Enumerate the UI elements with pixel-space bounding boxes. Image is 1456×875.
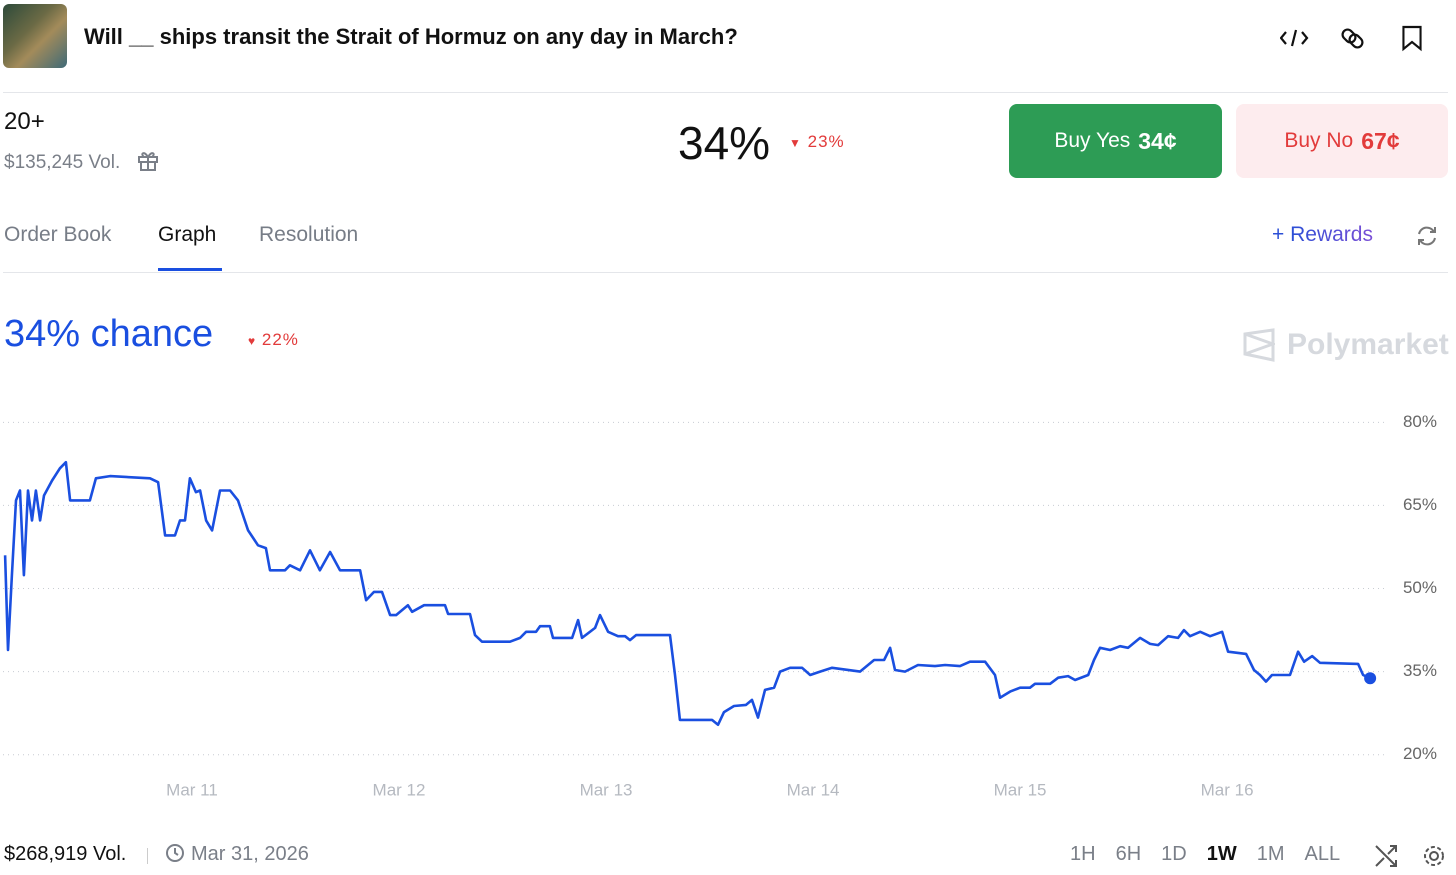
- end-point: [1364, 672, 1377, 685]
- rewards-button[interactable]: + Rewards: [1272, 223, 1373, 246]
- chart-change: ♥ 22%: [248, 330, 299, 349]
- y-tick-label: 20%: [1403, 744, 1437, 763]
- compare-icon[interactable]: [1375, 845, 1397, 867]
- link-icon[interactable]: [1341, 28, 1365, 50]
- refresh-icon[interactable]: [1415, 224, 1439, 248]
- separator: [147, 848, 148, 864]
- end-date-text: Mar 31, 2026: [191, 843, 309, 865]
- button-label: Buy No: [1284, 129, 1354, 152]
- market-volume: $135,245 Vol.: [4, 148, 160, 174]
- x-tick-label: Mar 13: [580, 780, 633, 799]
- range-button[interactable]: 1D: [1161, 843, 1187, 865]
- y-tick-label: 65%: [1403, 495, 1437, 514]
- x-tick-label: Mar 15: [994, 780, 1047, 799]
- market-title: Will __ ships transit the Strait of Horm…: [84, 24, 738, 49]
- change-text: 23%: [807, 132, 845, 151]
- range-button[interactable]: 1H: [1070, 843, 1096, 865]
- change-text: 22%: [261, 330, 299, 349]
- embed-icon[interactable]: [1280, 29, 1309, 47]
- y-tick-label: 50%: [1403, 578, 1437, 597]
- bookmark-icon[interactable]: [1402, 25, 1422, 52]
- watermark-text: Polymarket: [1287, 328, 1449, 361]
- x-tick-label: Mar 16: [1201, 780, 1254, 799]
- range-selector: 1H 6H 1D 1W 1M ALL: [1070, 843, 1340, 866]
- tab[interactable]: Graph: [158, 223, 217, 246]
- x-tick-label: Mar 14: [787, 780, 840, 799]
- settings-icon[interactable]: [1424, 846, 1444, 866]
- range-button[interactable]: 6H: [1115, 843, 1142, 865]
- y-tick-label: 80%: [1403, 412, 1437, 431]
- tab[interactable]: Resolution: [259, 223, 359, 246]
- buy-yes-button[interactable]: Buy Yes 34¢: [1009, 104, 1222, 178]
- outcome: 20+: [4, 108, 45, 135]
- divider: [3, 92, 1448, 93]
- end-date: Mar 31, 2026: [165, 843, 309, 866]
- tab-underline: [158, 268, 222, 271]
- gift-icon[interactable]: [136, 148, 160, 172]
- tab[interactable]: Order Book: [4, 223, 112, 246]
- watermark: Polymarket: [1243, 328, 1449, 362]
- line: [3, 460, 1371, 727]
- buy-no-button[interactable]: Buy No 67¢: [1236, 104, 1448, 178]
- market-image: [3, 4, 67, 68]
- clock-icon: [166, 844, 184, 862]
- volume-text: $135,245 Vol.: [4, 152, 121, 173]
- range-button[interactable]: 1W: [1206, 843, 1237, 865]
- x-tick-label: Mar 11: [166, 780, 218, 799]
- y-tick-label: 35%: [1403, 661, 1437, 680]
- footer-icons: [1375, 845, 1444, 867]
- button-price: 34¢: [1138, 127, 1177, 154]
- button-price: 67¢: [1361, 127, 1400, 154]
- logo: [1243, 328, 1275, 362]
- divider: [3, 272, 1448, 273]
- range-button[interactable]: 1M: [1256, 843, 1285, 865]
- rewards-text: Rewards: [1290, 223, 1373, 246]
- price: 34%: [678, 117, 771, 169]
- button-label: Buy Yes: [1054, 129, 1131, 152]
- chart-title: 34% chance: [4, 313, 214, 355]
- header-icons: [1280, 25, 1422, 52]
- x-tick-label: Mar 12: [373, 780, 426, 799]
- footer-volume: $268,919 Vol.: [4, 843, 127, 865]
- range-button[interactable]: ALL: [1304, 843, 1341, 865]
- price-change: ▼ 23%: [789, 132, 845, 151]
